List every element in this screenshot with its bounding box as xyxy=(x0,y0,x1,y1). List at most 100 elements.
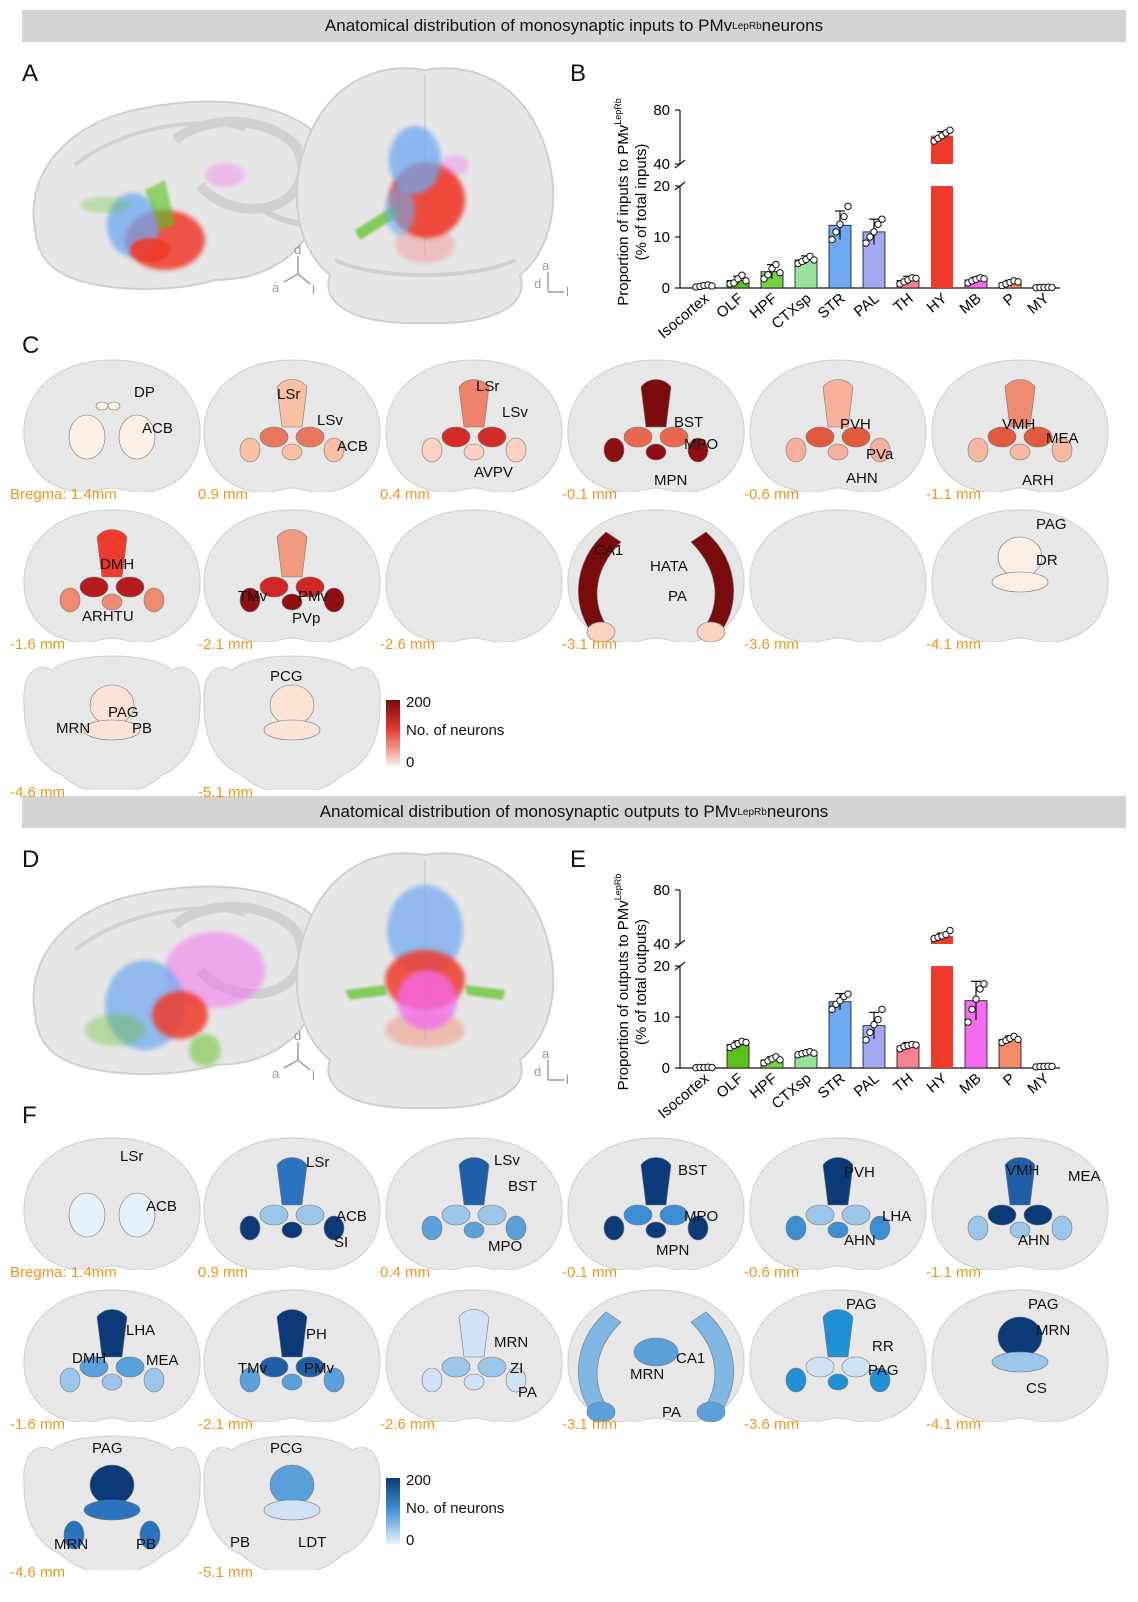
data-point xyxy=(870,228,878,236)
bar-ctxsp xyxy=(794,1047,818,1069)
y-tick-label: 0 xyxy=(662,1060,670,1077)
region-label: PMv xyxy=(298,588,328,605)
data-point xyxy=(708,1063,716,1072)
region-label: PVp xyxy=(292,610,321,627)
region-shapes xyxy=(239,529,345,613)
region-label: PA xyxy=(662,1404,681,1421)
data-point xyxy=(968,1005,976,1014)
region-label: DMH xyxy=(72,1350,107,1367)
panel-label-f: F xyxy=(22,1102,37,1129)
region-label: ZI xyxy=(510,1360,524,1377)
coronal-section: LSr ACB SI 0.9 mm xyxy=(198,1130,382,1281)
x-tick-label: HY xyxy=(924,1070,951,1096)
bregma-label: -5.1 mm xyxy=(198,1564,254,1581)
region-label: PCG xyxy=(270,668,303,685)
coronal-section: DP ACB Bregma: 1.4mm xyxy=(10,352,202,503)
y-axis-sublabel: (% of total inputs) xyxy=(633,144,650,261)
region-label: PAG xyxy=(1028,1296,1059,1313)
region-label: MPN xyxy=(656,1242,690,1259)
bar-th xyxy=(896,274,920,289)
bregma-label: -5.1 mm xyxy=(198,784,254,801)
bar-segment-lower xyxy=(931,966,953,1068)
region-label: AHN xyxy=(846,470,878,487)
y-axis-label: Proportion of inputs to PMvLepRb xyxy=(613,98,632,305)
data-point xyxy=(776,1056,784,1064)
x-tick-label: CTXsp xyxy=(769,1070,815,1112)
coronal-section: PCG PB LDT -5.1 mm xyxy=(198,1430,382,1581)
bregma-label: -4.1 mm xyxy=(926,1416,982,1433)
region-label: ACB xyxy=(337,438,368,455)
axis-l-label: l xyxy=(566,1072,569,1087)
coronal-section: BST MPO MPN -0.1 mm xyxy=(562,352,746,503)
data-point xyxy=(946,926,954,935)
region-label: MRN xyxy=(630,1366,665,1383)
inputs-dorsal-axes-indicator: a d l xyxy=(532,258,592,312)
region-shapes xyxy=(967,379,1073,463)
bregma-label: -2.1 mm xyxy=(198,636,254,653)
section-outline xyxy=(385,509,563,642)
data-point xyxy=(742,277,750,285)
bar-segment-upper xyxy=(931,935,953,944)
data-point xyxy=(832,228,840,236)
data-point xyxy=(972,995,980,1003)
data-point xyxy=(874,220,882,228)
data-point xyxy=(866,233,874,241)
region-label: CS xyxy=(1026,1380,1047,1397)
section-outline xyxy=(23,359,201,492)
region-label: MRN xyxy=(1036,1322,1071,1339)
coronal-section: PVH PVa AHN -0.6 mm xyxy=(744,352,928,503)
region-label: ARHTU xyxy=(82,608,134,625)
coronal-section: VMH MEA ARH -1.1 mm xyxy=(926,352,1110,503)
panel-label-e: E xyxy=(570,846,587,873)
region-shapes xyxy=(991,1316,1049,1373)
inputs-legend-gradient xyxy=(386,700,400,766)
section-outline xyxy=(23,1435,201,1570)
region-shapes xyxy=(83,684,141,741)
x-tick-label: TH xyxy=(890,290,916,316)
data-point xyxy=(1048,1062,1056,1071)
inputs-legend-min: 0 xyxy=(406,754,415,771)
data-point xyxy=(840,212,848,221)
bar-str xyxy=(828,990,852,1069)
bregma-label: 0.4 mm xyxy=(380,486,431,503)
bregma-label: -2.1 mm xyxy=(198,1416,254,1433)
section-outline xyxy=(931,1137,1109,1270)
coronal-section: LSv BST MPO 0.4 mm xyxy=(380,1130,564,1281)
region-label: LSr xyxy=(306,1154,330,1171)
bar-th xyxy=(896,1040,920,1069)
data-point xyxy=(946,126,954,134)
region-label: TMv xyxy=(238,1360,268,1377)
section-outline xyxy=(23,655,201,790)
outputs-sagittal-axes-indicator: d a l xyxy=(268,1028,328,1084)
data-point xyxy=(764,271,772,279)
bar-pal xyxy=(862,215,886,289)
region-label: SI xyxy=(334,1234,349,1251)
region-label: PB xyxy=(132,720,153,737)
section-outline xyxy=(749,1289,927,1422)
x-tick-label: CTXsp xyxy=(769,290,815,332)
region-label: VMH xyxy=(1006,1162,1040,1179)
bregma-label: Bregma: 1.4mm xyxy=(10,1264,117,1281)
outputs-legend-label: No. of neurons xyxy=(406,1500,505,1517)
x-tick-label: MY xyxy=(1024,1070,1052,1097)
region-label: DP xyxy=(134,384,155,401)
section-outline xyxy=(203,1435,381,1570)
section-outline xyxy=(23,509,201,642)
region-shapes xyxy=(785,379,891,463)
data-point xyxy=(828,235,836,244)
region-shapes xyxy=(578,531,734,642)
region-label: PB xyxy=(136,1536,157,1553)
data-point xyxy=(862,239,870,247)
section-outline xyxy=(23,1289,201,1422)
region-label: PAG xyxy=(1036,516,1067,533)
coronal-section: PAG MRN PB -4.6 mm xyxy=(10,1430,202,1581)
section-outline xyxy=(567,1137,745,1270)
region-label: PB xyxy=(230,1534,251,1551)
region-label: PVH xyxy=(840,416,871,433)
bregma-label: -3.6 mm xyxy=(744,636,800,653)
region-label: PVa xyxy=(866,446,894,463)
region-label: ACB xyxy=(146,1198,177,1215)
region-label: PAG xyxy=(92,1440,123,1457)
region-label: LSr xyxy=(277,386,301,403)
region-shapes xyxy=(578,1311,734,1422)
